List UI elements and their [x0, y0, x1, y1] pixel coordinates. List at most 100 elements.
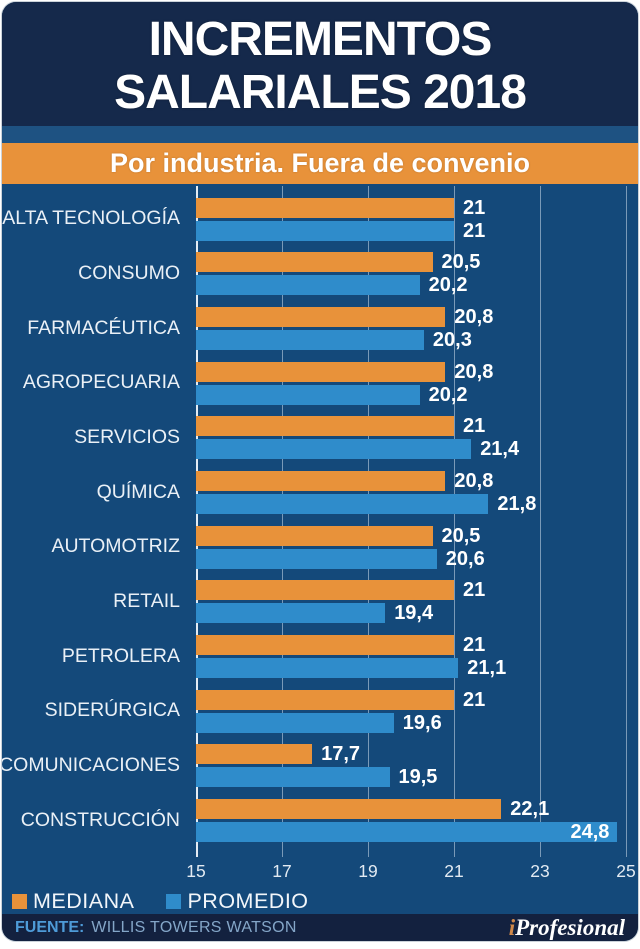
- legend-item-promedio: PROMEDIO: [166, 889, 308, 914]
- category-label: RETAIL: [113, 590, 180, 612]
- chart-legend: MEDIANA PROMEDIO: [12, 889, 309, 914]
- legend-swatch: [12, 894, 27, 909]
- bar-group: 22,1 24,8: [196, 793, 626, 848]
- gridline: [368, 186, 369, 857]
- mediana-bar: 17,7: [196, 744, 360, 765]
- bar-group: 21 21,4: [196, 411, 626, 466]
- gridline: [282, 186, 283, 857]
- legend-label: MEDIANA: [33, 889, 135, 913]
- mediana-bar: 21: [196, 580, 485, 601]
- bar-group: 21 19,4: [196, 575, 626, 630]
- value-label: 21: [463, 634, 486, 657]
- promedio-bar: 20,2: [196, 384, 468, 405]
- bar-chart: ALTA TECNOLOGÍA CONSUMO FARMACÉUTICA AGROPE…: [2, 184, 638, 915]
- iprofesional-logo-rest: Profesional: [515, 914, 625, 940]
- page-title-line2: SALARIALES 2018: [114, 66, 527, 119]
- promedio-bar: 21,1: [196, 658, 506, 679]
- gridline: [454, 186, 455, 857]
- promedio-bar: 19,5: [196, 767, 437, 788]
- promedio-bar: 21,8: [196, 494, 536, 515]
- value-label: 21,8: [497, 493, 537, 516]
- value-label: 19,4: [394, 602, 434, 625]
- promedio-bar: 21,4: [196, 439, 519, 460]
- chart-gridlines: [196, 186, 627, 857]
- subtitle-band: Por industria. Fuera de convenio: [2, 143, 638, 184]
- promedio-bar: 20,3: [196, 330, 472, 351]
- category-label: PETROLERA: [61, 644, 180, 667]
- x-tick-label: 15: [186, 861, 206, 881]
- promedio-bar: 20,2: [196, 275, 468, 296]
- mediana-bar: 20,8: [196, 471, 493, 492]
- value-label: 21: [463, 579, 486, 602]
- value-label: 20,3: [432, 329, 472, 352]
- x-tick-label: 17: [272, 861, 292, 881]
- mediana-bar: 20,5: [196, 525, 480, 546]
- value-label: 20,6: [445, 547, 485, 570]
- promedio-bar: 19,4: [196, 603, 433, 624]
- bar-group: 21 21: [196, 192, 626, 247]
- value-label: 20,2: [428, 274, 468, 297]
- iprofesional-logo: iProfesional: [509, 915, 625, 941]
- value-label: 19,6: [402, 711, 442, 734]
- header-divider-strip: [2, 126, 638, 143]
- value-label: 20,5: [441, 251, 481, 274]
- iprofesional-logo-i: i: [508, 914, 516, 940]
- bar-group: 17,7 19,5: [196, 739, 626, 794]
- x-tick-label: 21: [444, 861, 464, 881]
- gridline: [540, 186, 541, 857]
- value-label: 21: [463, 688, 486, 711]
- mediana-bar: 21: [196, 689, 485, 710]
- category-label: FARMACÉUTICA: [27, 316, 180, 339]
- category-label: SERVICIOS: [74, 426, 180, 449]
- bar-group: 20,8 20,3: [196, 301, 626, 356]
- value-label: 20,5: [441, 524, 481, 547]
- bar-group: 20,8 21,8: [196, 465, 626, 520]
- value-label: 20,2: [428, 383, 468, 406]
- mediana-bar: 21: [196, 197, 485, 218]
- value-label: 24,8: [570, 821, 610, 844]
- value-label: 21: [463, 415, 486, 438]
- bar-group: 21 21,1: [196, 629, 626, 684]
- gridline: [626, 186, 627, 857]
- mediana-bar: 21: [196, 416, 485, 437]
- bar-rows: 21 21 20,5 20,2 20,8 20,3 20,8 20,2 21 21,4 20,8 21…: [196, 192, 626, 848]
- category-label: COMUNICACIONES: [2, 753, 180, 776]
- mediana-bar: 22,1: [196, 799, 549, 820]
- bar-group: 20,5 20,6: [196, 520, 626, 575]
- x-tick-label: 19: [358, 861, 378, 881]
- bar-group: 21 19,6: [196, 684, 626, 739]
- promedio-bar: 24,8: [196, 821, 618, 844]
- category-label: AUTOMOTRIZ: [51, 535, 180, 558]
- chart-subtitle: Por industria. Fuera de convenio: [109, 148, 531, 178]
- bar-group: 20,5 20,2: [196, 247, 626, 302]
- category-label: CONSUMO: [78, 262, 180, 285]
- promedio-bar: 20,6: [196, 548, 485, 569]
- value-label: 20,8: [454, 306, 494, 329]
- footer: FUENTE: WILLIS TOWERS WATSON iProfesiona…: [2, 914, 638, 941]
- category-label: QUÍMICA: [96, 480, 180, 503]
- category-label: AGROPECUARIA: [22, 371, 180, 394]
- mediana-bar: 21: [196, 635, 485, 656]
- value-label: 21,1: [467, 657, 507, 680]
- category-label: SIDERÚRGICA: [44, 699, 180, 722]
- page-title-line1: INCREMENTOS: [148, 13, 493, 66]
- bar-group: 20,8 20,2: [196, 356, 626, 411]
- value-label: 20,8: [454, 360, 494, 383]
- header: INCREMENTOS SALARIALES 2018: [2, 2, 638, 126]
- x-tick-label: 25: [616, 861, 636, 881]
- x-axis-tick-labels: 15 17 19 21 23 25: [186, 861, 635, 881]
- value-label: 21: [463, 196, 486, 219]
- legend-item-mediana: MEDIANA: [12, 889, 134, 914]
- promedio-bar: 19,6: [196, 712, 442, 733]
- category-label: CONSTRUCCIÓN: [20, 808, 180, 831]
- y-axis-line: [196, 186, 198, 857]
- promedio-bar: 21: [196, 220, 485, 241]
- legend-swatch: [166, 894, 182, 909]
- value-label: 19,5: [398, 766, 438, 789]
- value-label: 22,1: [510, 798, 550, 821]
- value-label: 21,4: [480, 438, 520, 461]
- category-label: ALTA TECNOLOGÍA: [2, 207, 180, 230]
- value-label: 17,7: [321, 743, 361, 766]
- value-label: 21: [463, 219, 486, 242]
